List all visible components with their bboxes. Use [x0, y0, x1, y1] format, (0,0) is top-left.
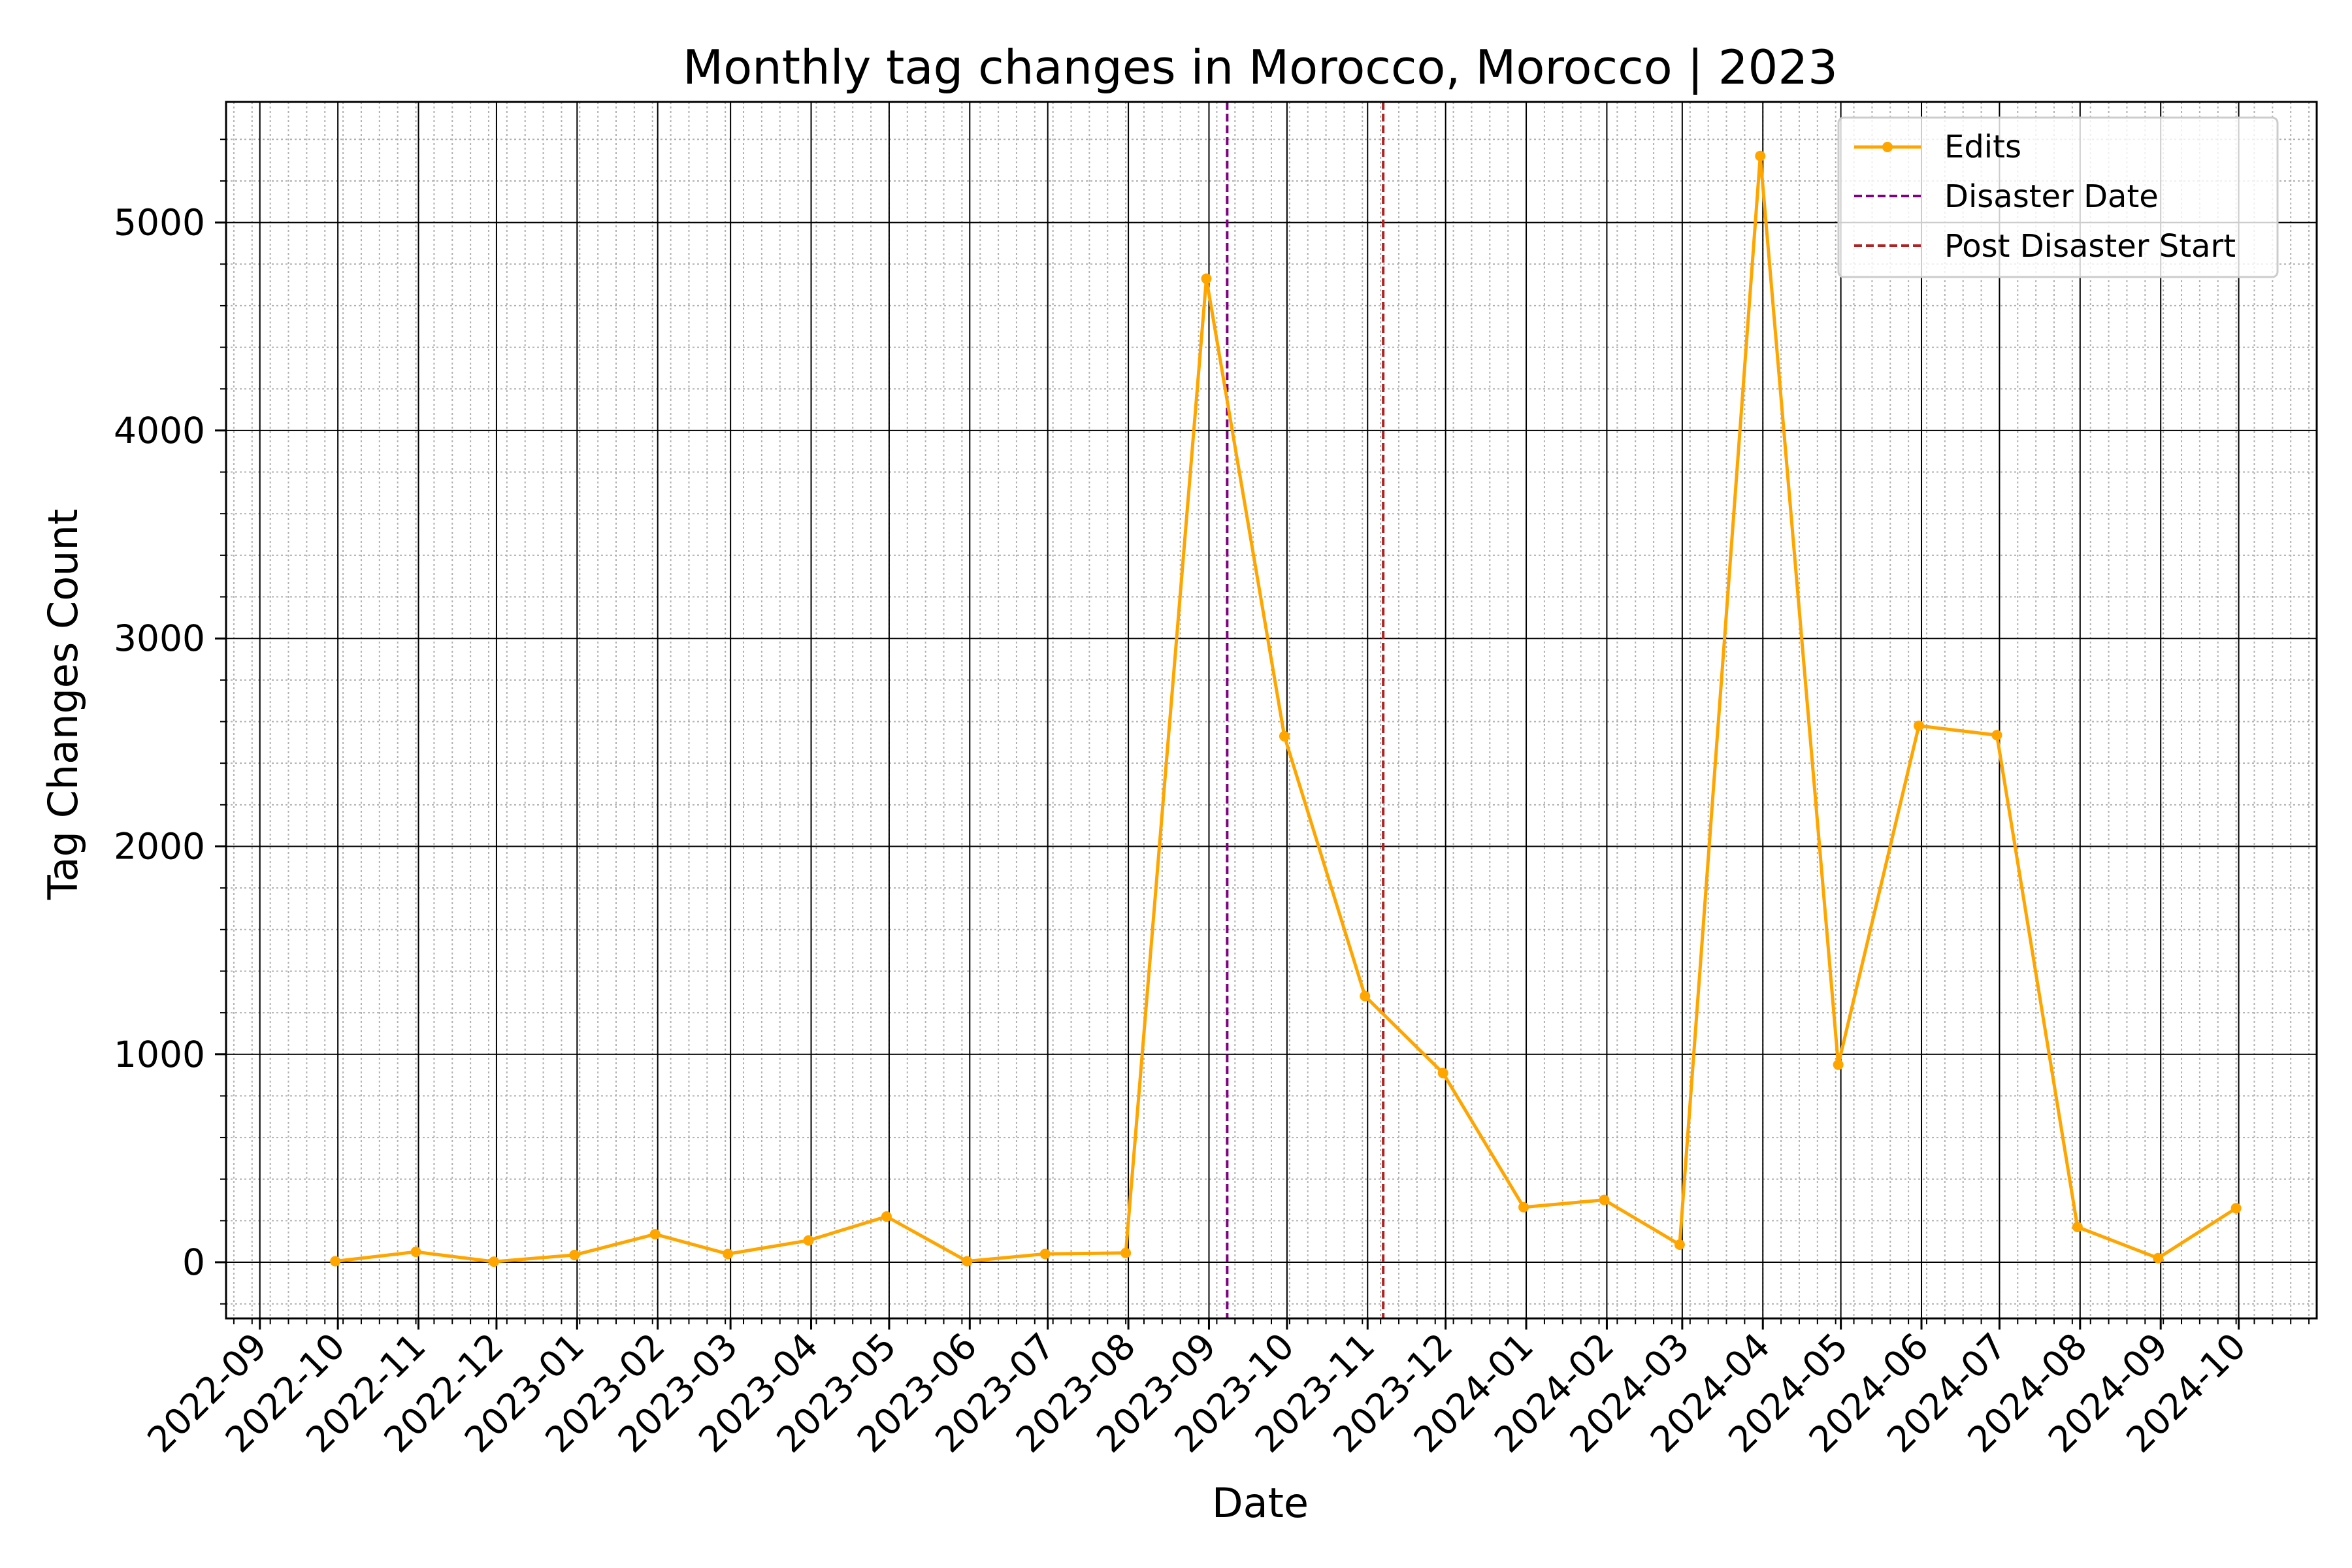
reference-lines [1226, 102, 1385, 1318]
data-point [1833, 1059, 1844, 1070]
y-tick-label: 2000 [114, 825, 205, 867]
data-point [2153, 1252, 2164, 1264]
series-edits [330, 150, 2242, 1267]
y-tick-label: 3000 [114, 617, 205, 659]
x-axis-label: Date [1212, 1479, 1309, 1527]
legend-edits-label: Edits [1944, 129, 2021, 165]
legend-post-disaster-label: Post Disaster Start [1944, 228, 2236, 265]
data-point [962, 1256, 973, 1267]
data-point [803, 1235, 814, 1246]
data-point [1599, 1194, 1610, 1205]
data-point [1279, 730, 1290, 742]
y-tick-label: 4000 [114, 410, 205, 451]
data-point [1039, 1249, 1051, 1260]
data-point [2230, 1203, 2242, 1214]
y-axis-label: Tag Changes Count [39, 509, 87, 900]
y-tick-label: 5000 [114, 202, 205, 244]
plot-frame [225, 101, 2318, 1320]
data-point [488, 1256, 499, 1267]
data-point [330, 1256, 341, 1267]
y-tick-label: 1000 [114, 1034, 205, 1075]
data-point [881, 1211, 892, 1222]
data-point [1518, 1201, 1529, 1213]
data-point [1120, 1247, 1132, 1258]
data-point [1914, 720, 1925, 731]
y-tick-label: 0 [182, 1241, 205, 1283]
data-point [569, 1249, 580, 1260]
data-point [410, 1247, 421, 1258]
data-point [1437, 1068, 1448, 1079]
data-point [723, 1249, 734, 1260]
data-point [1755, 150, 1766, 161]
grid [226, 102, 2317, 1318]
data-point [2072, 1221, 2083, 1232]
data-point [1674, 1239, 1685, 1250]
chart-title: Monthly tag changes in Morocco, Morocco … [683, 40, 1838, 95]
data-point [1991, 730, 2002, 741]
legend: Edits Disaster Date Post Disaster Start [1837, 116, 2279, 278]
legend-box [1837, 116, 2279, 278]
data-point [649, 1229, 661, 1240]
data-point [1360, 990, 1371, 1002]
legend-disaster-label: Disaster Date [1944, 178, 2159, 215]
data-point [1201, 273, 1212, 284]
legend-edits-marker [1882, 142, 1893, 152]
